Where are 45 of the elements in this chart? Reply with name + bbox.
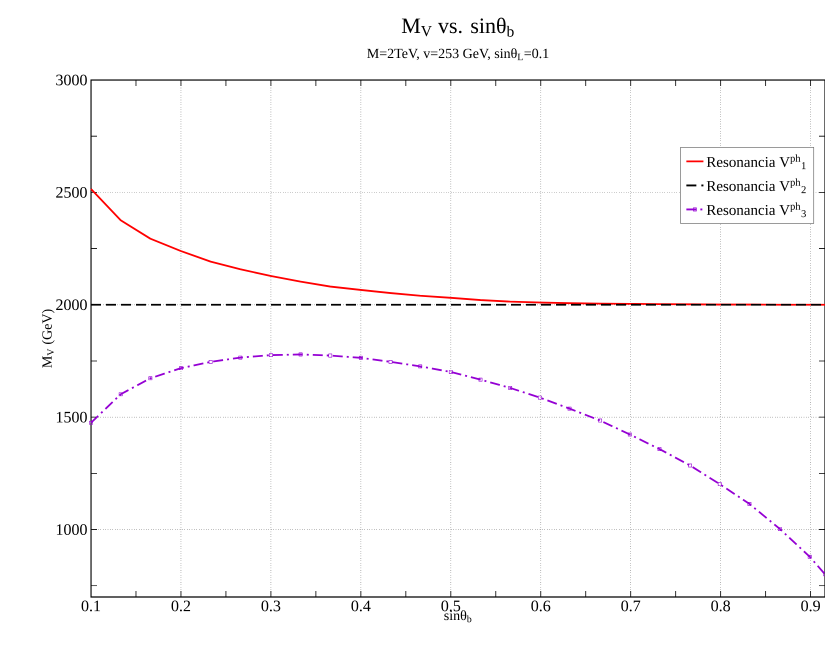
point	[418, 364, 422, 368]
y-tick-label: 1000	[56, 524, 87, 535]
x-tick-label: 0.8	[711, 600, 730, 612]
point	[388, 360, 392, 364]
point	[508, 386, 512, 390]
point	[658, 447, 662, 451]
point	[358, 356, 363, 360]
chart-subtitle: M=2TeV, v=253 GeV, sinθ$_{L}$=0.1	[367, 48, 548, 60]
y-tick-label: 3000	[56, 74, 87, 86]
x-tick-label: 0.1	[82, 600, 100, 612]
legend-label: Resonancia V$^{ph}$1	[706, 154, 806, 170]
point	[808, 554, 812, 559]
point	[148, 376, 152, 380]
point	[568, 406, 572, 411]
point	[688, 464, 692, 468]
y-tick-label: 2500	[56, 186, 87, 198]
point	[448, 370, 453, 374]
point	[89, 420, 93, 425]
point	[538, 396, 542, 400]
y-tick-label: 2000	[56, 299, 87, 310]
point	[718, 482, 722, 486]
point	[238, 356, 242, 360]
x-tick-label: 0.2	[172, 600, 190, 612]
x-axis-title: sinθ$_{b}$	[444, 610, 472, 622]
point	[478, 378, 482, 382]
y-axis-title: M$_{V}$ (GeV)	[42, 309, 55, 368]
x-tick-label: 0.5	[441, 600, 460, 612]
point	[118, 392, 123, 396]
point	[778, 527, 782, 532]
x-tick-label: 0.4	[351, 600, 371, 612]
legend-label: Resonancia V$^{ph}$3	[706, 202, 806, 218]
x-tick-label: 0.3	[262, 600, 280, 612]
x-tick-label: 0.6	[531, 600, 550, 612]
point	[208, 360, 213, 364]
point	[628, 432, 632, 436]
point	[748, 502, 752, 506]
point	[269, 353, 273, 358]
x-tick-label: 0.7	[621, 600, 640, 612]
x-tick-label: 0.9	[801, 600, 820, 612]
y-tick-label: 1500	[56, 412, 87, 423]
point	[598, 418, 602, 422]
point	[328, 354, 332, 358]
chart-title: M$_{V}$ vs. sinθ$_{b}$	[402, 18, 514, 37]
legend-label: Resonancia V$^{ph}$2	[706, 178, 806, 194]
point	[298, 352, 302, 356]
